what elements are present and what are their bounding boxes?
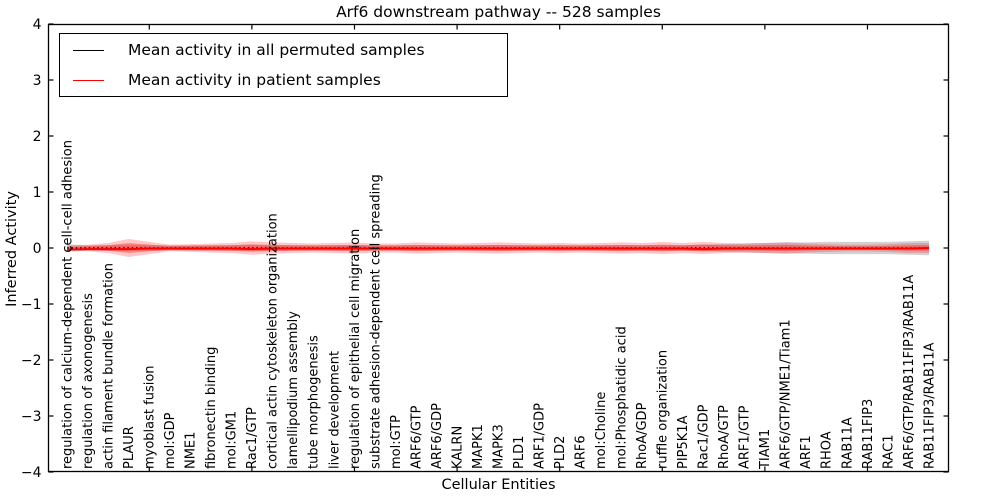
x-tick-label: ARF1/GDP [532, 403, 547, 469]
x-tick-label: mol:GM1 [225, 411, 240, 469]
y-tick-label: −1 [21, 297, 42, 313]
x-tick-label: MAPK3 [491, 424, 506, 469]
x-tick-label: RAC1 [881, 434, 896, 469]
legend-label-permuted: Mean activity in all permuted samples [128, 41, 425, 59]
x-tick-label: mol:GDP [163, 412, 178, 469]
x-tick-label: RAB11FIP3/RAB11A [922, 342, 937, 469]
x-tick-label: mol:Choline [594, 392, 609, 469]
legend-item-permuted: Mean activity in all permuted samples [60, 36, 507, 64]
x-tick-label: Rac1/GDP [697, 404, 712, 469]
x-tick-label: ARF1 [799, 435, 814, 469]
x-axis-label: Cellular Entities [441, 477, 556, 493]
legend: Mean activity in all permuted samples Me… [59, 33, 508, 97]
x-tick-label: ARF6/GTP [409, 405, 424, 469]
x-tick-label: liver development [327, 351, 342, 469]
x-tick-label: RhoA/GDP [635, 402, 650, 469]
y-tick-label: 1 [33, 185, 42, 201]
x-tick-label: ruffle organization [656, 350, 671, 469]
x-tick-label: Rac1/GTP [245, 407, 260, 469]
x-tick-label: myoblast fusion [143, 365, 158, 469]
x-tick-label: RAB11A [840, 417, 855, 469]
x-tick-label: TIAM1 [758, 429, 773, 470]
x-tick-label: fibronectin binding [204, 347, 219, 469]
x-tick-label: PLD1 [512, 436, 527, 469]
x-tick-label: ARF6/GTP/RAB11FIP3/RAB11A [902, 275, 917, 469]
x-tick-label: mol:GTP [389, 415, 404, 469]
patient-mean-line [67, 247, 930, 251]
x-tick-label: actin filament bundle formation [102, 263, 117, 469]
x-tick-label: regulation of calcium-dependent cell-cel… [61, 140, 76, 469]
x-tick-label: ARF1/GTP [738, 405, 753, 469]
x-tick-label: ARF6/GDP [430, 403, 445, 469]
x-tick-label: regulation of axonogenesis [81, 293, 96, 469]
x-tick-label: lamellipodium assembly [286, 311, 301, 469]
y-tick-label: −2 [21, 353, 42, 369]
legend-label-patient: Mean activity in patient samples [128, 71, 381, 89]
legend-line-swatch-patient [73, 79, 104, 81]
x-tick-label: PLAUR [122, 426, 137, 469]
x-tick-label: MAPK1 [471, 424, 486, 469]
x-tick-label: RhoA/GTP [717, 405, 732, 469]
x-tick-label: ARF6/GTP/NME1/Tiam1 [779, 319, 794, 469]
x-tick-label: cortical actin cytoskeleton organization [266, 213, 281, 469]
x-tick-label: NME1 [184, 432, 199, 469]
x-tick-label: ARF6 [574, 435, 589, 469]
x-tick-label: regulation of epithelial cell migration [348, 229, 363, 469]
y-tick-label: 0 [33, 241, 42, 257]
legend-line-swatch-permuted [73, 49, 104, 51]
y-tick-label: −4 [21, 465, 42, 481]
y-tick-label: 2 [33, 129, 42, 145]
legend-item-patient: Mean activity in patient samples [60, 66, 507, 94]
x-tick-label: substrate adhesion-dependent cell spread… [368, 174, 383, 469]
chart-title: Arf6 downstream pathway -- 528 samples [336, 3, 661, 21]
y-tick-label: 3 [33, 73, 42, 89]
y-tick-label: −3 [21, 409, 42, 425]
x-tick-label: KALRN [450, 426, 465, 469]
x-tick-label: tube morphogenesis [307, 335, 322, 469]
x-tick-label: PIP5K1A [676, 415, 691, 469]
x-tick-label: mol:Phosphatidic acid [615, 326, 630, 469]
y-tick-label: 4 [33, 17, 42, 33]
x-tick-label: RAB11FIP3 [861, 399, 876, 469]
x-tick-label: RHOA [820, 431, 835, 469]
x-tick-label: PLD2 [553, 436, 568, 469]
